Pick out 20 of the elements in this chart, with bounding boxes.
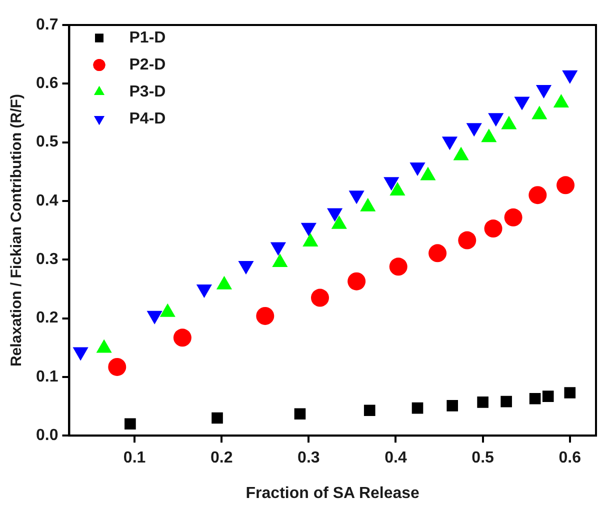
y-tick-label: 0.7 [36, 16, 58, 34]
legend-label: P2-D [129, 56, 166, 74]
x-axis-title: Fraction of SA Release [246, 484, 420, 502]
x-tick-label: 0.4 [384, 450, 407, 467]
y-tick-label: 0.4 [36, 192, 58, 210]
legend-label: P3-D [129, 83, 166, 100]
x-tick-label: 0.5 [472, 450, 494, 467]
x-tick-label: 0.1 [123, 450, 146, 467]
legend-label: P1-D [129, 29, 166, 46]
y-tick-label: 0.3 [36, 251, 58, 268]
y-tick-label: 0.6 [36, 75, 58, 92]
y-tick-label: 0.2 [36, 310, 58, 327]
y-tick-label: 0.0 [36, 427, 58, 444]
y-tick-label: 0.5 [36, 134, 58, 151]
legend-label: P4-D [129, 110, 166, 128]
y-axis-title: Relaxation / Fickian Contribution (R/F) [8, 94, 26, 367]
y-tick-label: 0.1 [36, 368, 58, 386]
x-tick-label: 0.2 [210, 450, 233, 467]
x-tick-label: 0.3 [298, 450, 320, 467]
x-tick-label: 0.6 [558, 450, 582, 467]
